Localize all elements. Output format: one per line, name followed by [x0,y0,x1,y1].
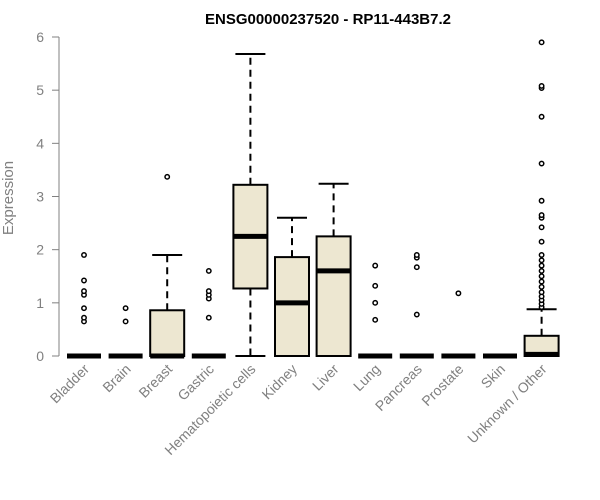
box-unknown-other [523,39,560,357]
y-tick-label: 4 [36,135,44,151]
outlier-point [372,282,379,289]
y-tick-label: 5 [36,82,44,98]
x-tick-label: Brain [99,361,133,395]
y-tick-label: 6 [36,29,44,45]
x-tick-label: Kidney [259,361,301,403]
outlier-point [538,273,545,280]
outlier-point [413,311,420,318]
y-axis-label: Expression [0,161,17,235]
outlier-point [538,252,545,258]
outlier-point [538,160,545,167]
outlier-point [164,173,171,180]
outlier-point [455,290,462,297]
outlier-point [372,299,379,306]
outlier-point [413,252,420,258]
outlier-point [538,212,545,219]
box-rect [149,309,186,358]
y-axis: 0 1 2 3 4 5 6 [36,29,60,364]
x-tick-label: Lung [350,361,383,394]
outlier-point [538,278,545,285]
box-brain [108,305,143,359]
outlier-point [538,224,545,231]
box-kidney [274,216,310,357]
y-tick-label: 2 [36,242,44,258]
outlier-point [81,277,87,284]
box-lung [358,262,393,359]
outlier-point [81,288,87,295]
outlier-point [538,238,545,245]
outlier-point [538,82,545,89]
x-tick-label: Breast [135,361,175,401]
x-tick-label: Bladder [47,361,93,407]
outlier-point [81,305,87,312]
outlier-point [538,197,545,204]
outlier-point [538,267,545,274]
y-tick-label: 3 [36,189,44,205]
box-hematopoietic-cells [232,53,269,357]
outlier-point [413,264,420,271]
outlier-point [538,257,545,264]
outlier-point [205,288,212,295]
box-gastric [191,267,226,359]
x-tick-label: Liver [309,361,342,394]
outlier-point [538,262,545,269]
chart-title: ENSG00000237520 - RP11-443B7.2 [205,11,451,28]
box-breast [149,173,186,359]
x-tick-label: Prostate [418,361,466,409]
outlier-point [372,262,379,269]
outlier-point [205,314,212,321]
x-tick-label: Unknown / Other [464,361,550,447]
outlier-point [81,314,87,321]
box-rect [274,256,310,357]
box-rect [315,235,352,357]
outlier-point [538,113,545,120]
boxes-group [67,39,560,359]
outlier-point [205,267,212,274]
box-prostate [441,290,476,359]
box-liver [315,182,352,357]
outlier-point [372,316,379,323]
outlier-point [122,318,129,325]
outlier-point [122,305,129,312]
outlier-point [538,289,545,296]
box-bladder [67,252,101,359]
box-pancreas [399,252,434,359]
y-tick-label: 1 [36,295,44,311]
outlier-point [538,39,545,46]
outlier-point [81,252,87,258]
y-tick-label: 0 [36,348,44,364]
outlier-point [538,283,545,290]
x-tick-label: Skin [478,361,509,392]
